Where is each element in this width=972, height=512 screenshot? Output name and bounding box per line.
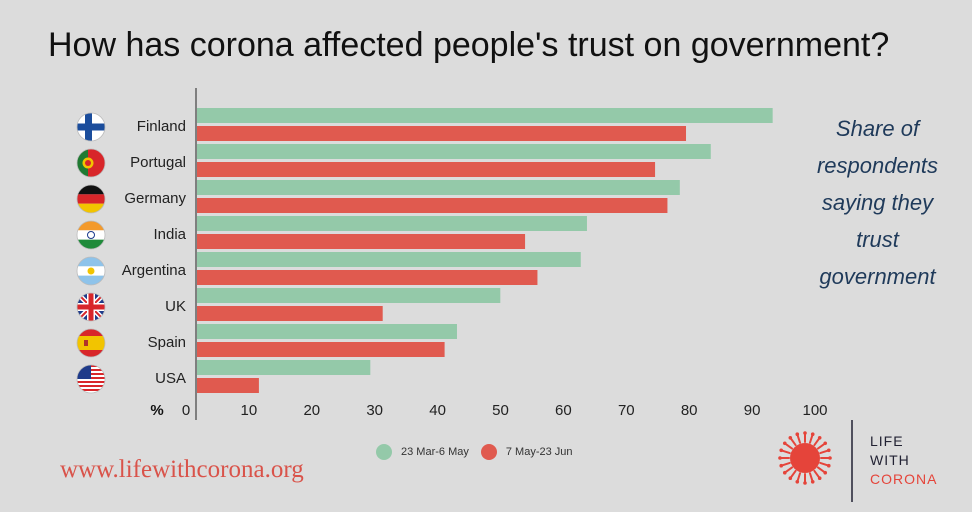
category-label-uk: UK bbox=[165, 298, 186, 315]
bar-uk-series-2 bbox=[197, 306, 383, 321]
life-with-corona-logo bbox=[778, 420, 853, 502]
legend-swatch-series-1 bbox=[376, 444, 392, 460]
bar-usa-series-2 bbox=[197, 378, 259, 393]
category-label-finland: Finland bbox=[137, 118, 186, 135]
flag-india-icon bbox=[76, 220, 106, 250]
x-tick-label: 80 bbox=[681, 402, 698, 419]
bar-germany-series-1 bbox=[197, 180, 680, 195]
logo-line-1: LIFE bbox=[870, 433, 904, 449]
flag-germany-icon bbox=[76, 184, 106, 214]
category-label-portugal: Portugal bbox=[130, 154, 186, 171]
x-tick-label: 90 bbox=[744, 402, 761, 419]
logo-text: LIFE WITH CORONA bbox=[870, 432, 937, 489]
legend-item-series-2: 7 May-23 Jun bbox=[480, 444, 573, 460]
bar-portugal-series-2 bbox=[197, 162, 656, 177]
logo-line-3: CORONA bbox=[870, 471, 938, 487]
category-label-usa: USA bbox=[155, 370, 186, 387]
virus-icon bbox=[778, 431, 832, 485]
flag-portugal-icon bbox=[76, 148, 106, 178]
bar-uk-series-1 bbox=[197, 288, 501, 303]
flag-spain-icon bbox=[76, 328, 106, 358]
x-tick-label: 20 bbox=[303, 402, 320, 419]
bar-germany-series-2 bbox=[197, 198, 668, 213]
logo-line-2: WITH bbox=[870, 452, 910, 468]
side-note: Share of respondents saying they trust g… bbox=[816, 116, 939, 289]
category-label-germany: Germany bbox=[124, 190, 186, 207]
bar-spain-series-1 bbox=[197, 324, 457, 339]
legend: 23 Mar-6 May 7 May-23 Jun bbox=[376, 444, 585, 460]
bar-india-series-2 bbox=[197, 234, 526, 249]
x-tick-label: 30 bbox=[366, 402, 383, 419]
x-tick-label: 50 bbox=[492, 402, 509, 419]
flag-usa-icon bbox=[76, 364, 106, 394]
x-tick-label: 10 bbox=[241, 402, 258, 419]
legend-item-series-1: 23 Mar-6 May bbox=[376, 444, 469, 460]
flag-argentina-icon bbox=[76, 256, 106, 286]
category-label-india: India bbox=[153, 226, 186, 243]
x-tick-label: 70 bbox=[618, 402, 635, 419]
flag-uk-icon bbox=[76, 292, 106, 322]
bar-finland-series-1 bbox=[197, 108, 773, 123]
x-axis-unit-label: % bbox=[150, 402, 163, 419]
x-tick-label: 60 bbox=[555, 402, 572, 419]
legend-label-series-1: 23 Mar-6 May bbox=[401, 446, 469, 458]
bar-india-series-1 bbox=[197, 216, 587, 231]
bar-usa-series-1 bbox=[197, 360, 371, 375]
x-tick-label: 40 bbox=[429, 402, 446, 419]
website-link[interactable]: www.lifewithcorona.org bbox=[60, 456, 304, 483]
legend-swatch-series-2 bbox=[480, 444, 497, 460]
bar-portugal-series-1 bbox=[197, 144, 711, 159]
flag-finland-icon bbox=[76, 112, 106, 142]
bar-spain-series-2 bbox=[197, 342, 445, 357]
chart-title: How has corona affected people's trust o… bbox=[48, 26, 890, 64]
category-label-argentina: Argentina bbox=[122, 262, 187, 279]
bar-argentina-series-1 bbox=[197, 252, 581, 267]
bar-argentina-series-2 bbox=[197, 270, 538, 285]
bar-finland-series-2 bbox=[197, 126, 687, 141]
category-label-spain: Spain bbox=[148, 334, 186, 351]
legend-label-series-2: 7 May-23 Jun bbox=[505, 446, 573, 458]
x-tick-label: 100 bbox=[802, 402, 827, 419]
x-tick-label: 0 bbox=[182, 402, 190, 419]
